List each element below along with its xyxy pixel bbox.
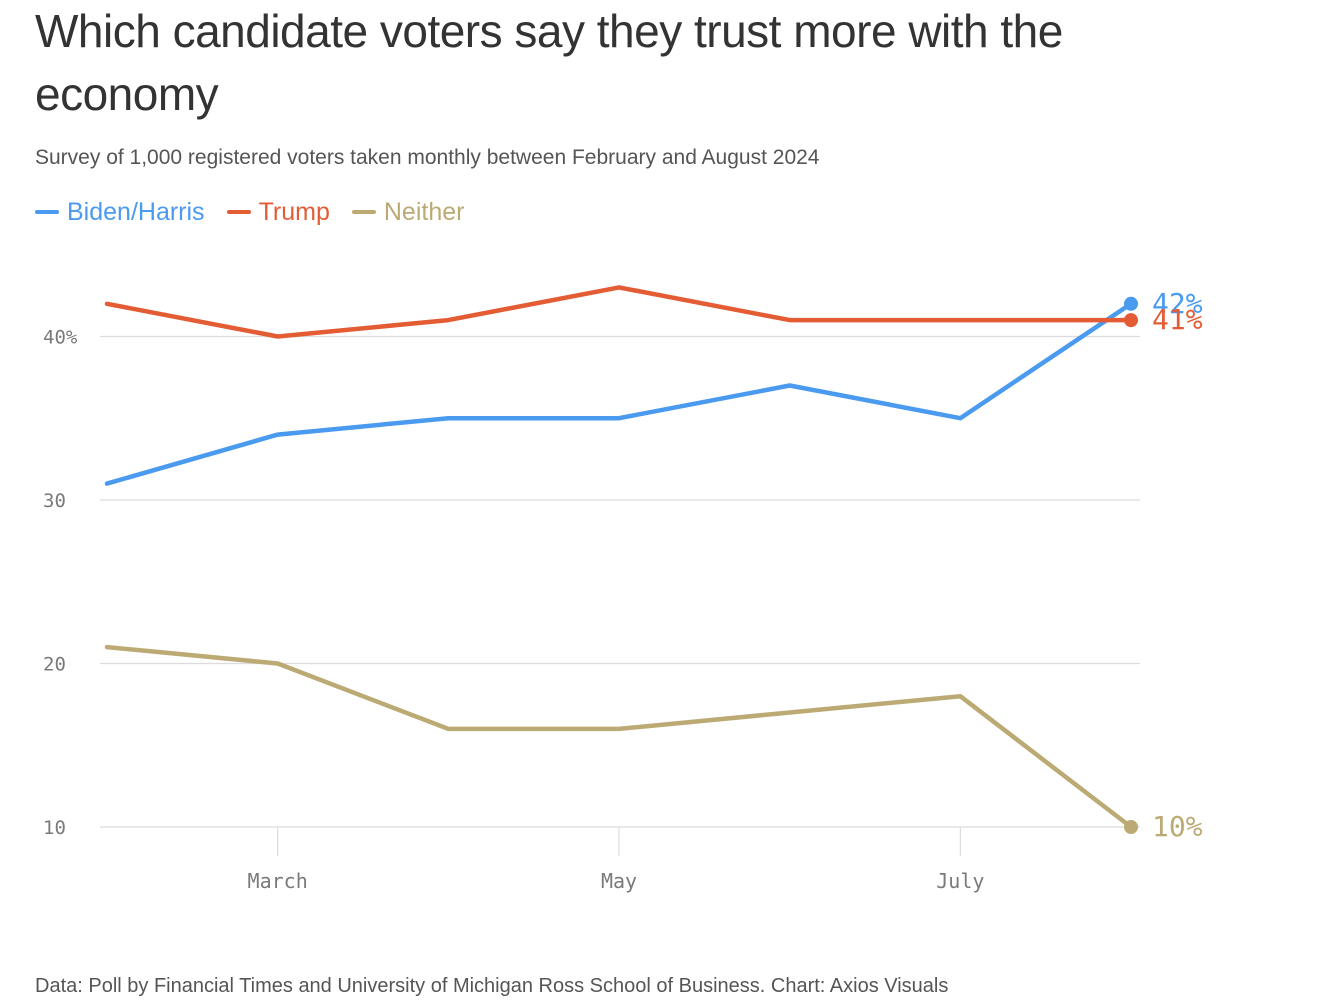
legend-swatch-trump <box>226 210 251 214</box>
chart-source: Data: Poll by Financial Times and Univer… <box>35 975 949 997</box>
series-line-neither <box>104 644 1134 830</box>
line-chart: 10 20 30 40% March May July 42%41% 10% <box>43 285 1203 893</box>
legend-item-trump: Trump <box>226 196 330 228</box>
chart-legend: Biden/Harris Trump Neither <box>35 196 486 228</box>
end-label-trump: 41% <box>1152 303 1203 336</box>
x-tick-label: May <box>601 869 637 893</box>
series-line-trump <box>104 285 1134 339</box>
end-label-biden-harris: 42% <box>1152 287 1203 320</box>
chart-subtitle: Survey of 1,000 registered voters taken … <box>35 146 820 169</box>
legend-label-neither: Neither <box>383 198 465 226</box>
y-tick-label: 40% <box>43 327 78 349</box>
x-tick-label: March <box>248 869 308 893</box>
y-tick-label: 20 <box>43 654 66 676</box>
end-point-neither <box>1124 820 1138 834</box>
y-tick-label: 30 <box>43 490 66 512</box>
y-tick-label: 10 <box>43 817 66 839</box>
end-label-neither: 10% <box>1152 810 1203 843</box>
legend-label-trump: Trump <box>258 198 330 226</box>
legend-swatch-biden-harris <box>35 210 59 214</box>
legend-label-biden-harris: Biden/Harris <box>67 198 205 226</box>
legend-item-neither: Neither <box>351 196 465 228</box>
x-tick-label: July <box>936 869 984 893</box>
legend-item-biden-harris: Biden/Harris <box>35 196 205 228</box>
end-point-biden-harris <box>1124 296 1138 311</box>
end-point-trump <box>1124 313 1138 328</box>
legend-swatch-neither <box>351 210 376 214</box>
chart-title: Which candidate voters say they trust mo… <box>35 5 1063 120</box>
series-line-biden-harris <box>104 301 1134 486</box>
